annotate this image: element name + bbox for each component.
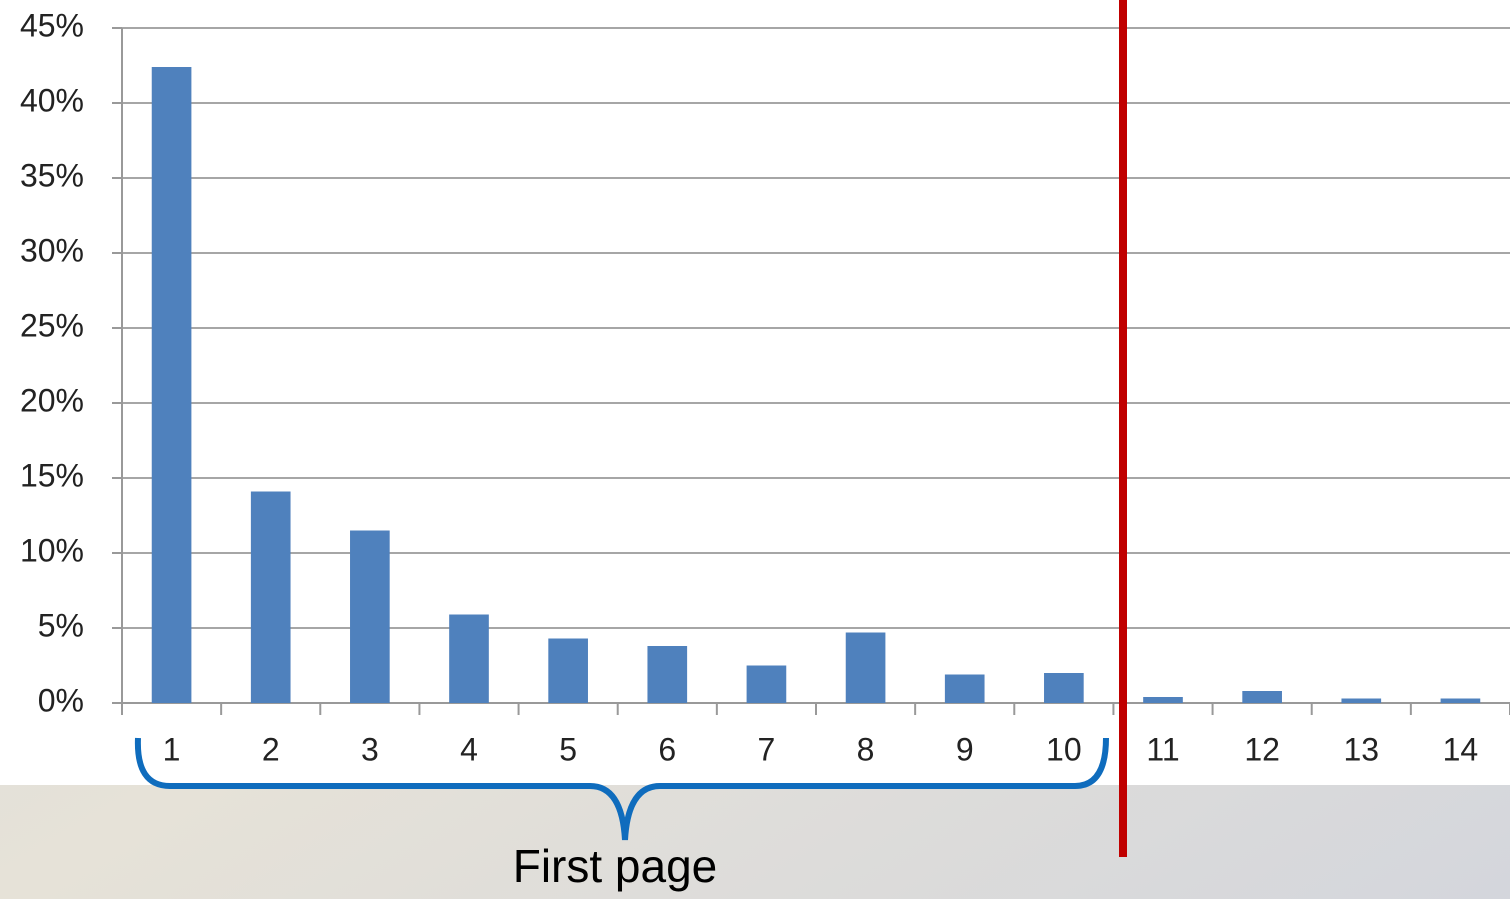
y-tick-label: 5% [38,607,84,643]
y-tick-label: 20% [20,382,84,418]
x-tick-label: 9 [956,731,974,767]
bar [1440,698,1481,703]
x-tick-label: 8 [857,731,875,767]
bar [1143,697,1183,703]
annotation: First page [513,840,718,892]
x-tick-label: 4 [460,731,478,767]
bar [1341,698,1382,703]
x-tick-label: 12 [1244,731,1280,767]
x-tick-label: 6 [658,731,676,767]
x-tick-label: 1 [163,731,181,767]
bar [1044,673,1084,703]
bar [151,67,192,703]
bar [250,491,291,703]
bar [548,638,588,703]
bar [647,646,688,703]
brace [134,737,1109,841]
plot: 0%5%10%15%20%25%30%35%40%45%1 2 3 4 5 6 7 8 9 10 1… [20,7,1510,767]
y-tick-label: 45% [20,7,84,43]
x-tick-label: 7 [758,731,776,767]
x-tick-label: 14 [1443,731,1479,767]
bar [350,530,390,703]
y-tick-label: 10% [20,532,84,568]
bar [746,665,787,703]
bar [944,674,985,703]
y-tick-label: 35% [20,157,84,193]
y-tick-label: 0% [38,682,84,718]
bar [845,632,886,703]
x-tick-label: 3 [361,731,379,767]
y-tick-label: 40% [20,82,84,118]
bar [1242,691,1282,703]
y-tick-label: 15% [20,457,84,493]
x-tick-label: 5 [559,731,577,767]
bar [449,614,489,703]
x-tick-label: 10 [1046,731,1082,767]
y-tick-label: 25% [20,307,84,343]
x-tick-label: 2 [262,731,280,767]
x-tick-label: 13 [1343,731,1379,767]
x-tick-label: 11 [1146,731,1179,767]
y-tick-label: 30% [20,232,84,268]
